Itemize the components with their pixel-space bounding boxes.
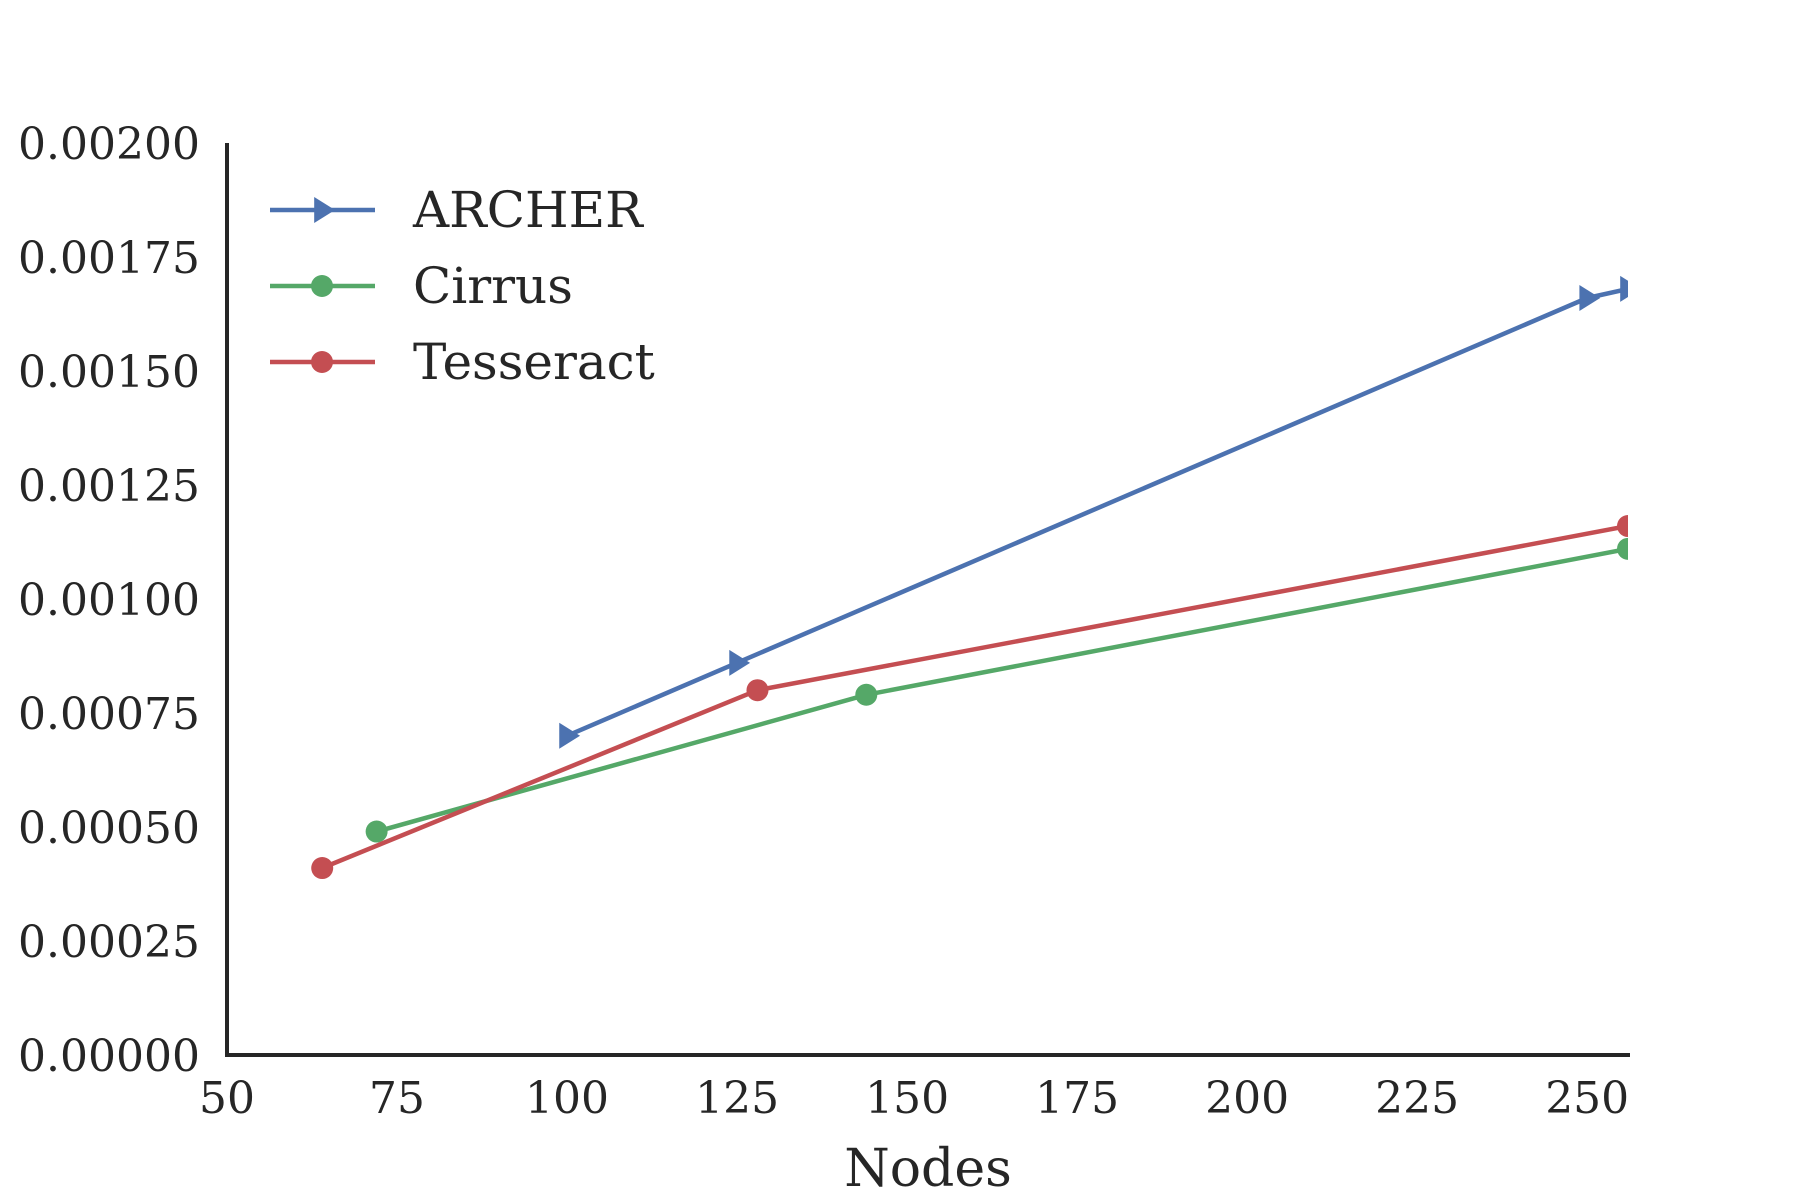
legend-marker [311,351,333,373]
x-tick-label: 100 [525,1073,609,1124]
data-point [365,820,388,843]
series-line [321,523,1628,871]
legend-item: Cirrus [270,257,573,315]
legend-label: ARCHER [412,181,644,239]
y-tick-labels: 0.00000 0.00025 0.00050 0.00075 0.00100 0.001… [18,119,200,1082]
plot-area [311,275,1628,880]
legend-item: ARCHER [270,181,644,239]
axes [225,143,1630,1057]
legend-label: Tesseract [413,333,655,391]
y-tick-label: 0.00175 [18,233,200,284]
y-tick-label: 0.00050 [18,803,200,854]
x-tick-label: 175 [1035,1073,1119,1124]
y-tick-label: 0.00075 [18,689,200,740]
data-point [559,722,581,749]
x-axis-title: Nodes [844,1139,1012,1199]
x-tick-label: 50 [199,1073,255,1124]
legend: ARCHER Cirrus Tesseract [270,181,655,391]
series-line [375,546,1628,834]
data-point [1617,537,1628,560]
y-tick-label: 0.00150 [18,347,200,398]
data-point [746,679,769,702]
data-point [1617,515,1628,538]
x-tick-label: 250 [1545,1073,1629,1124]
data-point [855,683,878,706]
x-tick-label: 75 [369,1073,425,1124]
data-point [1579,285,1601,312]
data-point [311,857,334,880]
legend-marker [311,275,333,297]
y-tick-label: 0.00125 [18,461,200,512]
y-tick-label: 0.00100 [18,575,200,626]
y-tick-label: 0.00000 [18,1031,200,1082]
x-tick-label: 125 [695,1073,779,1124]
y-tick-label: 0.00025 [18,917,200,968]
legend-marker [314,197,335,223]
series-archer [559,275,1628,749]
legend-item: Tesseract [270,333,655,391]
data-point [729,649,751,676]
y-tick-label: 0.00200 [18,119,200,170]
series-tesseract [311,515,1628,880]
x-tick-labels: 50 75 100 125 150 175 200 225 250 [199,1073,1629,1124]
series-cirrus [365,537,1628,843]
data-point [1620,275,1628,302]
legend-label: Cirrus [413,257,573,315]
x-tick-label: 200 [1205,1073,1289,1124]
series-line [566,286,1628,738]
x-tick-label: 150 [865,1073,949,1124]
x-tick-label: 225 [1375,1073,1459,1124]
